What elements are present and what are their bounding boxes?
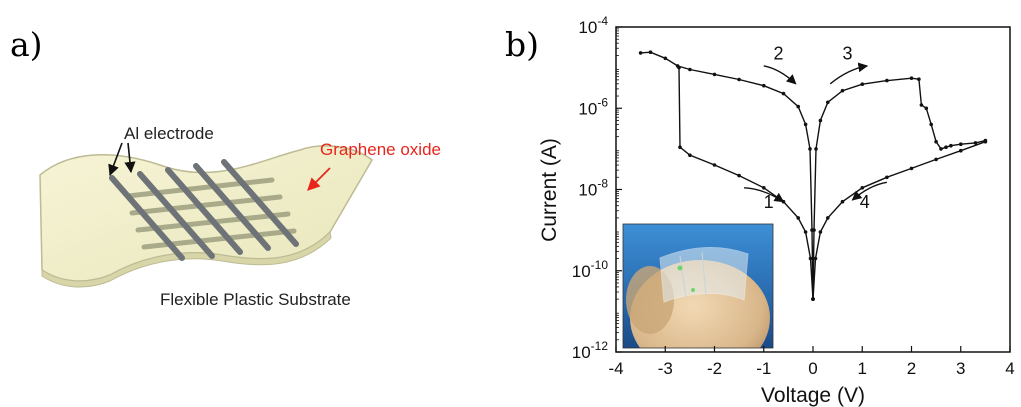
panel-b-letter: b): [505, 25, 539, 64]
iv-data-point: [762, 186, 766, 190]
iv-data-point: [983, 139, 988, 144]
x-axis-title: Voltage (V): [761, 384, 865, 407]
electrode-pointer-1: [108, 142, 123, 177]
iv-data-point: [796, 216, 800, 220]
iv-data-point: [712, 163, 717, 167]
sweep-label: 3: [842, 43, 852, 63]
iv-data-point: [860, 186, 865, 190]
iv-data-point: [712, 72, 717, 77]
sweep-arrow: [829, 62, 869, 85]
iv-data-point: [959, 142, 963, 146]
iv-data-point: [781, 91, 786, 96]
iv-data-point: [811, 297, 815, 301]
iv-series-1-line: [640, 51, 814, 300]
al-electrode-label: Al electrode: [124, 124, 214, 143]
iv-data-point: [688, 67, 692, 72]
x-tick-label: 3: [956, 359, 965, 378]
iv-series-3-line: [812, 141, 986, 300]
iv-data-point: [840, 88, 845, 93]
substrate-label: Flexible Plastic Substrate: [160, 290, 351, 309]
inset-photo: [622, 223, 774, 349]
electrode-pointer-2: [124, 142, 136, 174]
graphene-oxide-label: Graphene oxide: [320, 140, 441, 159]
sweep-annotations: 2 3 1 4: [744, 43, 887, 212]
iv-data-point: [934, 157, 938, 162]
iv-data-point: [818, 118, 823, 123]
oxide-pointer: [307, 167, 331, 191]
x-tick-label: -1: [756, 359, 771, 378]
iv-data-point: [812, 228, 816, 232]
iv-series-2-line: [812, 77, 986, 300]
iv-data-point: [814, 147, 818, 151]
x-tick-label: -3: [658, 359, 673, 378]
y-tick-label: 10-4: [578, 14, 608, 37]
panel-a: a): [10, 25, 441, 309]
flexible-substrate-illustration: [39, 142, 373, 288]
sweep-arrow: [851, 181, 887, 201]
sweep-arrow: [744, 187, 785, 203]
iv-data-point: [929, 122, 933, 127]
iv-data-point: [909, 76, 914, 80]
sweep-label: 2: [774, 43, 784, 63]
panel-b: b) -4 -3 -2 -1 0 1 2 3 4 10-12 10-10 10-8 10-6 10-4 2…: [505, 14, 1015, 407]
panel-a-letter: a): [10, 25, 43, 64]
y-tick-label: 10-8: [578, 177, 608, 200]
iv-data-point: [885, 78, 889, 83]
iv-data-point: [808, 147, 812, 151]
iv-data-point: [919, 103, 924, 107]
axis-ticks: -4 -3 -2 -1 0 1 2 3 4 10-12 10-10 10-8 10-6 10-4: [572, 14, 1015, 378]
iv-data-point: [796, 104, 800, 109]
iv-data-point: [737, 77, 741, 82]
sweep-label: 4: [860, 192, 870, 212]
sweep-label: 1: [764, 192, 774, 212]
iv-data-point: [762, 83, 766, 88]
iv-curve: [638, 50, 988, 301]
iv-data-point: [803, 122, 808, 127]
x-tick-label: 2: [907, 359, 916, 378]
iv-data-point: [677, 65, 681, 70]
y-tick-label: 10-10: [572, 258, 609, 281]
x-tick-label: 4: [1005, 359, 1014, 378]
iv-data-point: [939, 147, 943, 151]
x-tick-label: 1: [858, 359, 867, 378]
iv-data-point: [885, 175, 889, 180]
al-electrode-lines: [109, 159, 299, 261]
iv-data-point: [924, 106, 929, 111]
iv-data-point: [737, 173, 741, 178]
iv-data-point: [663, 56, 668, 61]
x-tick-label: -2: [707, 359, 722, 378]
iv-data-point: [808, 256, 813, 261]
substrate-edge: [41, 230, 332, 288]
iv-data-point: [826, 100, 830, 105]
x-tick-label: 0: [808, 359, 817, 378]
iv-data-point: [803, 230, 808, 234]
iv-data-point: [909, 166, 914, 171]
iv-data-point: [973, 141, 978, 145]
iv-data-point: [818, 230, 823, 234]
iv-data-point: [959, 148, 963, 153]
iv-data-point: [678, 145, 682, 149]
iv-data-point: [638, 51, 643, 55]
iv-data-point: [917, 77, 921, 81]
sweep-arrow: [763, 65, 797, 85]
x-tick-label: -4: [608, 359, 623, 378]
iv-data-point: [860, 82, 865, 86]
y-tick-label: 10-6: [578, 95, 608, 118]
iv-data-point: [840, 199, 845, 204]
iv-data-point: [944, 145, 948, 149]
y-axis-title: Current (A): [538, 138, 561, 242]
iv-data-point: [826, 216, 830, 220]
iv-data-point: [813, 256, 818, 261]
iv-data-point: [949, 143, 953, 148]
y-tick-label: 10-12: [572, 339, 609, 362]
iv-data-point: [934, 139, 938, 144]
iv-data-point: [648, 50, 653, 54]
iv-data-point: [688, 153, 692, 157]
